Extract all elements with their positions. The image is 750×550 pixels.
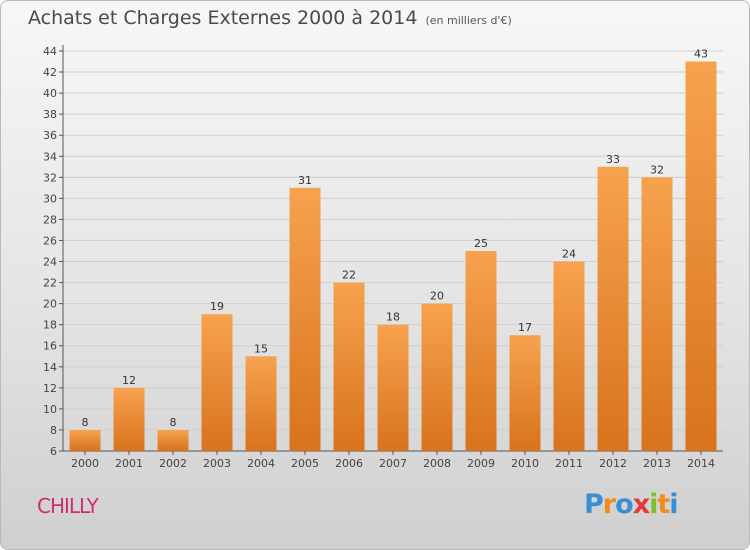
x-tick-label-2005: 2005 — [291, 457, 319, 470]
value-label-2000: 8 — [82, 416, 89, 429]
x-tick-label-2009: 2009 — [467, 457, 495, 470]
bar-2006 — [333, 282, 365, 451]
value-label-2011: 24 — [562, 248, 576, 261]
value-label-2010: 17 — [518, 321, 532, 334]
bars — [69, 61, 717, 452]
bar-2002 — [157, 429, 189, 451]
y-tick-label: 44 — [43, 45, 57, 58]
bar-2012 — [597, 166, 629, 451]
x-tick-label-2013: 2013 — [643, 457, 671, 470]
y-tick-label: 24 — [43, 256, 57, 269]
logo-letter: i — [649, 489, 658, 520]
value-label-2008: 20 — [430, 290, 444, 303]
y-tick-label: 32 — [43, 171, 57, 184]
bar-2001 — [113, 387, 145, 451]
tick-labels: 6 8 10 12 14 16 18 20 22 24 26 28 30 32 34 36 38 40 42 44 20… — [43, 45, 715, 470]
bar-2011 — [553, 261, 585, 451]
bar-2013 — [641, 177, 673, 451]
bar-2005 — [289, 187, 321, 451]
chart-title-text: Achats et Charges Externes 2000 à 2014 — [28, 7, 418, 29]
bar-2000 — [69, 429, 101, 451]
y-tick-label: 30 — [43, 192, 57, 205]
y-tick-label: 18 — [43, 319, 57, 332]
value-label-2001: 12 — [122, 374, 136, 387]
value-label-2003: 19 — [210, 300, 224, 313]
y-tick-label: 28 — [43, 213, 57, 226]
bar-2014 — [685, 61, 717, 452]
y-tick-label: 38 — [43, 108, 57, 121]
bar-2009 — [465, 251, 497, 451]
x-tick-label-2012: 2012 — [599, 457, 627, 470]
value-label-2004: 15 — [254, 342, 268, 355]
x-tick-label-2004: 2004 — [247, 457, 275, 470]
y-tick-label: 12 — [43, 382, 57, 395]
x-tick-label-2002: 2002 — [159, 457, 187, 470]
y-tick-label: 20 — [43, 298, 57, 311]
x-tick-label-2001: 2001 — [115, 457, 143, 470]
value-label-2014: 43 — [694, 48, 708, 61]
x-tick-label-2014: 2014 — [687, 457, 715, 470]
value-label-2005: 31 — [298, 174, 312, 187]
x-tick-label-2000: 2000 — [71, 457, 99, 470]
logo-letter: r — [602, 489, 616, 520]
x-tick-label-2006: 2006 — [335, 457, 363, 470]
bar-2007 — [377, 324, 409, 451]
x-tick-label-2007: 2007 — [379, 457, 407, 470]
x-tick-label-2011: 2011 — [555, 457, 583, 470]
proxiti-logo: Proxiti — [584, 489, 679, 520]
value-label-2012: 33 — [606, 153, 620, 166]
y-tick-label: 8 — [50, 424, 57, 437]
bar-2010 — [509, 335, 541, 451]
value-label-2002: 8 — [170, 416, 177, 429]
x-tick-label-2008: 2008 — [423, 457, 451, 470]
x-tick-label-2010: 2010 — [511, 457, 539, 470]
logo-letter: x — [632, 489, 650, 520]
y-tick-label: 42 — [43, 66, 57, 79]
x-tick-label-2003: 2003 — [203, 457, 231, 470]
value-label-2009: 25 — [474, 237, 488, 250]
value-label-2007: 18 — [386, 311, 400, 324]
logo-letter: P — [584, 489, 604, 520]
y-tick-label: 26 — [43, 234, 57, 247]
logo-letter: i — [669, 489, 678, 520]
y-tick-label: 22 — [43, 277, 57, 290]
y-tick-label: 10 — [43, 403, 57, 416]
y-tick-label: 6 — [50, 445, 57, 458]
bar-2008 — [421, 303, 453, 451]
y-tick-label: 36 — [43, 129, 57, 142]
y-tick-label: 14 — [43, 361, 57, 374]
logo-letter: t — [657, 489, 670, 520]
bar-2003 — [201, 314, 233, 451]
y-tick-label: 40 — [43, 87, 57, 100]
bar-2004 — [245, 356, 277, 451]
chart-title: Achats et Charges Externes 2000 à 2014 (e… — [28, 7, 512, 29]
value-label-2013: 32 — [650, 163, 664, 176]
commune-name: CHILLY — [37, 494, 99, 518]
y-tick-label: 16 — [43, 340, 57, 353]
chart-subtitle: (en milliers d'€) — [425, 14, 512, 27]
value-labels: 8 12 8 19 15 31 22 18 20 25 17 24 33 32 43 — [82, 48, 709, 429]
value-label-2006: 22 — [342, 269, 356, 282]
y-tick-label: 34 — [43, 150, 57, 163]
logo-letter: o — [615, 489, 634, 520]
